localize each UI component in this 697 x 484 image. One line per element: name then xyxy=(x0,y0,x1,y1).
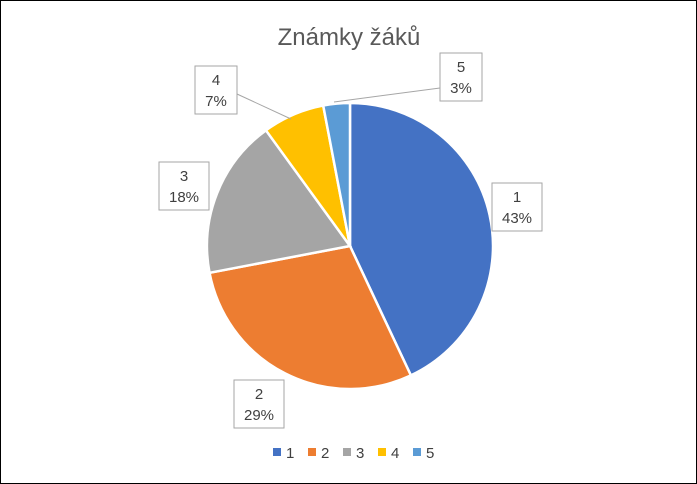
data-label-percent-4: 7% xyxy=(205,93,227,110)
data-label-category-1: 1 xyxy=(513,189,521,206)
legend-swatch-3 xyxy=(343,448,351,456)
data-label-box-5 xyxy=(439,52,483,102)
legend-label-4: 4 xyxy=(391,445,399,462)
pie-slices xyxy=(205,101,495,391)
legend: 1 2 3 4 5 xyxy=(273,445,434,462)
data-label-percent-3: 18% xyxy=(169,189,199,206)
leader-line-5 xyxy=(333,87,441,103)
pie-slice-3 xyxy=(205,128,353,275)
data-label-percent-1: 43% xyxy=(502,210,532,227)
legend-swatch-4 xyxy=(378,448,386,456)
data-labels: 1 43% 2 29% 3 18% 4 7% 5 3% xyxy=(158,52,543,429)
legend-label-1: 1 xyxy=(286,445,294,462)
legend-swatch-2 xyxy=(308,448,316,456)
data-label-percent-2: 29% xyxy=(244,407,274,424)
data-label-category-5: 5 xyxy=(457,59,465,76)
data-label-category-2: 2 xyxy=(255,386,263,403)
legend-label-5: 5 xyxy=(426,445,434,462)
legend-label-3: 3 xyxy=(356,445,364,462)
pie-slice-1 xyxy=(348,101,495,378)
data-label-box-2 xyxy=(233,379,285,429)
data-label-box-1 xyxy=(491,182,543,232)
chart-title: Známky žáků xyxy=(278,24,421,51)
data-label-category-4: 4 xyxy=(212,72,220,89)
legend-swatch-1 xyxy=(273,448,281,456)
data-label-category-3: 3 xyxy=(180,168,188,185)
pie-slice-2 xyxy=(208,244,413,391)
legend-label-2: 2 xyxy=(321,445,329,462)
data-label-percent-5: 3% xyxy=(450,80,472,97)
data-label-box-3 xyxy=(158,161,210,211)
legend-swatch-5 xyxy=(413,448,421,456)
data-label-box-4 xyxy=(194,65,238,115)
leader-line-4 xyxy=(236,93,292,120)
leader-lines xyxy=(236,87,441,120)
pie-slice-5 xyxy=(321,101,352,247)
